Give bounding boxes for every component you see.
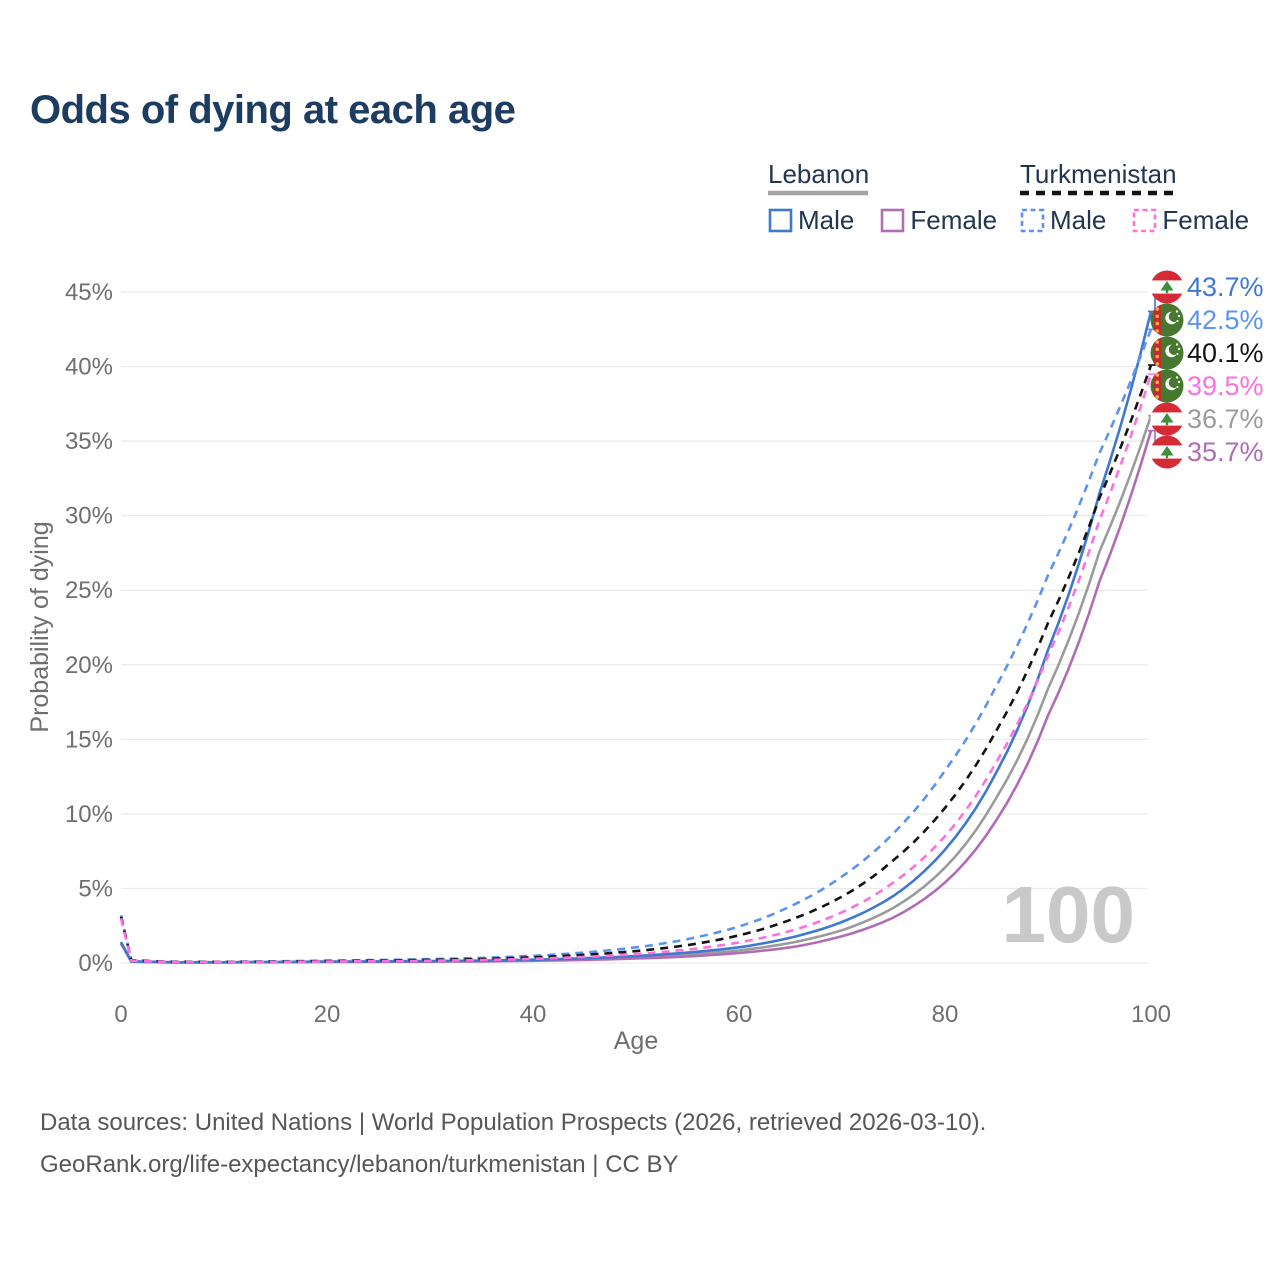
chart-title: Odds of dying at each age (30, 88, 516, 132)
end-label-lebanon-total: 36.7% (1187, 404, 1264, 434)
legend-item-lebanon-male[interactable]: Male (768, 205, 854, 236)
legend-item-turkmenistan-male[interactable]: Male (1020, 205, 1106, 236)
flag-lebanon-icon (1150, 270, 1184, 304)
legend-item-label: Female (910, 205, 998, 235)
flag-lebanon-icon (1150, 435, 1184, 469)
flag-turkmenistan-icon (1150, 336, 1184, 370)
legend-item-label: Male (798, 205, 855, 235)
x-tick-label: 100 (1131, 1001, 1171, 1028)
x-tick-label: 60 (726, 1001, 753, 1028)
y-tick-label: 35% (65, 428, 113, 455)
legend-swatch-turkmenistan-female-icon (1133, 208, 1157, 233)
legend-underline-turkmenistan (1020, 190, 1178, 196)
y-tick-label: 5% (78, 875, 113, 902)
y-tick-label: 0% (78, 950, 113, 977)
legend-items-turkmenistan: Male Female (1020, 205, 1249, 236)
y-tick-label: 25% (65, 577, 113, 604)
y-tick-label: 15% (65, 726, 113, 753)
legend-group-label-lebanon[interactable]: Lebanon (768, 159, 870, 189)
legend-item-lebanon-female[interactable]: Female (880, 205, 997, 236)
series-line-lebanon-total[interactable] (119, 415, 1153, 964)
x-tick-label: 40 (520, 1001, 547, 1028)
footer-data-sources: Data sources: United Nations | World Pop… (40, 1109, 987, 1136)
end-label-lebanon-female: 35.7% (1187, 437, 1264, 467)
y-tick-label: 40% (65, 354, 113, 381)
legend-item-label: Male (1050, 205, 1107, 235)
legend-swatch-lebanon-female-icon (881, 208, 905, 233)
legend-item-turkmenistan-female[interactable]: Female (1132, 205, 1249, 236)
legend-item-label: Female (1162, 205, 1250, 235)
series-line-turkmenistan-total[interactable] (119, 364, 1153, 964)
y-tick-label: 20% (65, 652, 113, 679)
end-label-turkmenistan-female: 39.5% (1187, 371, 1264, 401)
y-tick-label: 10% (65, 801, 113, 828)
x-tick-label: 80 (932, 1001, 959, 1028)
legend-swatch-turkmenistan-male-icon (1020, 208, 1045, 233)
series-line-lebanon-female[interactable] (119, 430, 1153, 964)
end-label-turkmenistan-total: 40.1% (1187, 338, 1264, 368)
legend-group-lebanon: Lebanon Male Female (768, 160, 997, 236)
age-watermark: 100 (1002, 870, 1135, 959)
flag-turkmenistan-icon (1150, 303, 1184, 337)
series-line-turkmenistan-male[interactable] (119, 328, 1153, 964)
y-axis-title: Probability of dying (26, 521, 54, 732)
y-tick-label: 45% (65, 279, 113, 306)
flag-turkmenistan-icon (1150, 369, 1184, 403)
legend-group-label-turkmenistan[interactable]: Turkmenistan (1020, 159, 1177, 189)
series-line-lebanon-male[interactable] (119, 311, 1153, 964)
end-label-lebanon-male: 43.7% (1187, 272, 1264, 302)
legend-group-turkmenistan: Turkmenistan Male Female (1020, 160, 1249, 236)
y-tick-label: 30% (65, 503, 113, 530)
x-axis-title: Age (614, 1027, 658, 1055)
x-tick-label: 0 (114, 1001, 127, 1028)
footer: Data sources: United Nations | World Pop… (40, 1102, 986, 1186)
footer-attribution: GeoRank.org/life-expectancy/lebanon/turk… (40, 1151, 679, 1178)
legend-items-lebanon: Male Female (768, 205, 997, 236)
legend-underline-lebanon (768, 190, 868, 196)
end-label-turkmenistan-male: 42.5% (1187, 305, 1264, 335)
flag-lebanon-icon (1150, 402, 1184, 436)
x-tick-label: 20 (314, 1001, 341, 1028)
series-line-turkmenistan-female[interactable] (119, 373, 1153, 964)
legend: Lebanon Male Female T (0, 160, 1280, 250)
legend-swatch-lebanon-male-icon (768, 208, 793, 233)
